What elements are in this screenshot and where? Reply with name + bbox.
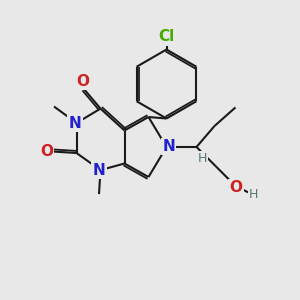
- Text: H: H: [249, 188, 258, 202]
- Text: N: N: [93, 163, 105, 178]
- Text: O: O: [40, 144, 53, 159]
- Text: Cl: Cl: [158, 29, 175, 44]
- Text: H: H: [198, 152, 207, 165]
- Text: O: O: [76, 74, 89, 89]
- Text: N: N: [162, 139, 175, 154]
- Text: N: N: [69, 116, 81, 130]
- Text: O: O: [230, 180, 243, 195]
